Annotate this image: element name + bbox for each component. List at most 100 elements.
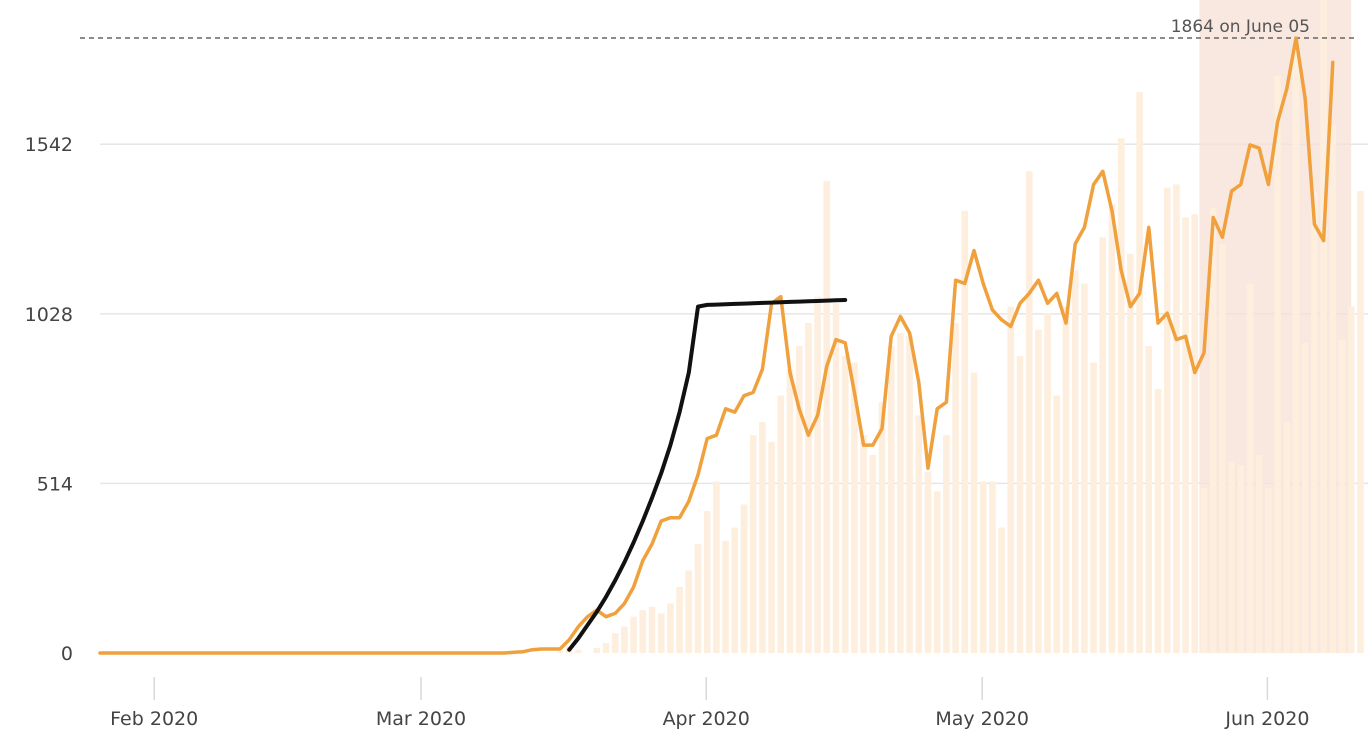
max-value-label: 1864 on June 05 <box>1171 17 1310 37</box>
max-annotation: 1864 on June 05 <box>80 17 1358 39</box>
bar <box>897 332 904 653</box>
bar <box>860 435 867 653</box>
bar <box>1016 356 1024 653</box>
bar <box>768 441 775 653</box>
bar <box>1108 204 1116 654</box>
bar <box>989 481 996 653</box>
bar <box>1053 395 1061 653</box>
bar <box>1209 207 1217 653</box>
bar <box>1357 191 1364 653</box>
bar <box>887 346 895 653</box>
bar <box>1163 187 1171 653</box>
bar <box>602 643 610 653</box>
bar <box>630 616 637 653</box>
bar <box>878 402 886 653</box>
bar <box>575 649 582 653</box>
bar <box>1320 0 1327 653</box>
bar <box>740 504 748 653</box>
bar <box>1265 488 1272 653</box>
x-tick-label: Apr 2020 <box>663 708 750 730</box>
bar <box>970 372 978 653</box>
bar <box>1347 306 1355 653</box>
bar <box>676 587 683 653</box>
bar <box>749 435 757 653</box>
bar <box>1025 171 1033 653</box>
bar <box>1154 389 1162 653</box>
bar <box>1145 346 1153 653</box>
daily-value-bars <box>556 0 1364 654</box>
bar <box>1071 270 1079 653</box>
bar <box>685 570 693 653</box>
bar <box>1136 92 1143 654</box>
bar <box>1301 342 1309 653</box>
bar <box>1090 362 1097 653</box>
bar <box>694 544 702 653</box>
bar <box>1292 42 1300 654</box>
bar <box>1338 339 1346 653</box>
trend-fit-line <box>567 298 848 652</box>
bar <box>786 369 794 653</box>
bar <box>924 471 932 653</box>
bar <box>1274 75 1281 653</box>
bar <box>759 422 766 653</box>
bar <box>915 415 923 653</box>
bar <box>1035 329 1042 653</box>
bar <box>713 481 720 653</box>
bar <box>611 633 619 653</box>
x-tick-label: Mar 2020 <box>376 708 466 730</box>
bar <box>1228 461 1235 653</box>
bar <box>906 336 913 653</box>
bar <box>952 323 959 653</box>
bar <box>648 606 656 653</box>
bar <box>639 610 647 653</box>
bar <box>869 455 877 653</box>
x-tick-label: Feb 2020 <box>110 708 198 730</box>
bar <box>1191 214 1199 654</box>
bar <box>621 626 628 653</box>
bar <box>841 356 849 653</box>
y-axis: 0 514 1028 1542 <box>25 134 73 665</box>
bar <box>1237 464 1245 653</box>
bar <box>1255 455 1263 653</box>
x-tick-label: Jun 2020 <box>1224 708 1309 730</box>
bar <box>832 303 840 653</box>
bar <box>1099 237 1107 653</box>
bar <box>593 648 601 653</box>
y-tick-label: 0 <box>61 643 73 665</box>
bar <box>805 323 812 653</box>
bar <box>1044 313 1051 653</box>
bar <box>1062 306 1070 653</box>
y-tick-label: 514 <box>37 473 73 495</box>
bar <box>1182 217 1189 653</box>
bar <box>1246 283 1254 653</box>
y-tick-label: 1028 <box>25 304 73 326</box>
bar <box>1329 125 1337 653</box>
bar <box>703 511 711 653</box>
bar <box>943 435 950 653</box>
bar <box>731 527 739 653</box>
bar <box>814 296 821 653</box>
bar <box>1007 306 1015 653</box>
bar <box>933 491 941 653</box>
series-lines <box>98 36 1335 655</box>
bar <box>1081 283 1088 653</box>
bar <box>961 210 969 653</box>
bar <box>777 395 785 653</box>
bar <box>722 540 729 653</box>
bar <box>1200 488 1208 653</box>
moving-average-line <box>98 36 1335 655</box>
bar <box>823 181 831 653</box>
bar <box>998 527 1005 653</box>
bar <box>556 651 564 653</box>
bar <box>667 603 674 653</box>
bar <box>851 362 858 653</box>
bar <box>1117 138 1125 654</box>
x-tick-label: May 2020 <box>935 708 1029 730</box>
bar <box>979 481 987 653</box>
bar <box>795 346 803 653</box>
y-tick-label: 1542 <box>25 134 73 156</box>
bar <box>1283 422 1291 653</box>
x-axis: Feb 2020 Mar 2020 Apr 2020 May 2020 Jun 2020 <box>110 677 1309 730</box>
bar <box>1311 191 1318 653</box>
